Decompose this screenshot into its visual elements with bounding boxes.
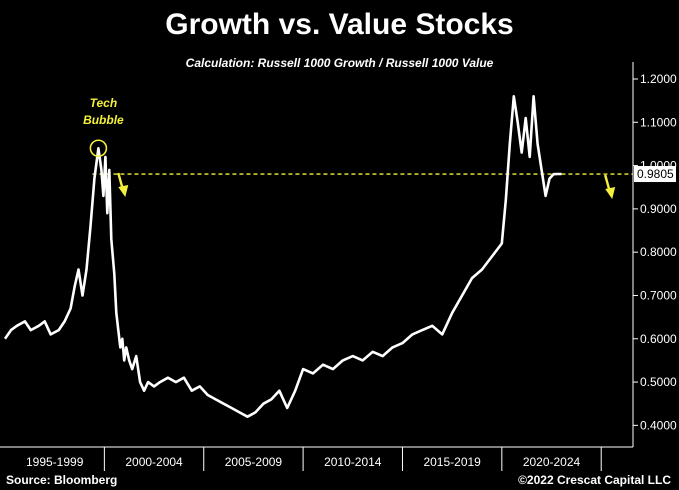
y-tick-label: 0.4000: [640, 418, 677, 432]
y-tick-label: 0.9000: [640, 202, 677, 216]
source-note: Source: Bloomberg: [6, 473, 118, 487]
down-arrow-head: [605, 187, 616, 199]
x-tick-label: 1995-1999: [26, 455, 84, 469]
down-arrow-head: [118, 185, 129, 197]
y-tick-label: 0.6000: [640, 332, 677, 346]
copyright-note: ©2022 Crescat Capital LLC: [518, 473, 671, 487]
last-value-label: 0.9805: [637, 167, 674, 181]
bubble-peak-circle: [89, 139, 108, 158]
y-tick-label: 1.2000: [640, 72, 677, 86]
y-tick-label: 0.8000: [640, 245, 677, 259]
y-tick-label: 0.7000: [640, 288, 677, 302]
chart-subtitle: Calculation: Russell 1000 Growth / Russe…: [185, 56, 494, 70]
x-tick-label: 2000-2004: [125, 455, 183, 469]
annotation-label: Bubble: [83, 113, 124, 127]
x-tick-label: 2005-2009: [225, 455, 283, 469]
y-tick-label: 1.1000: [640, 115, 677, 129]
x-tick-label: 2020-2024: [523, 455, 581, 469]
chart-title: Growth vs. Value Stocks: [165, 8, 514, 41]
x-tick-label: 2015-2019: [423, 455, 481, 469]
x-tick-label: 2010-2014: [324, 455, 382, 469]
y-tick-label: 0.5000: [640, 375, 677, 389]
last-value-box: [634, 166, 676, 183]
series-line: [3, 95, 562, 419]
annotation-label: Tech: [90, 96, 118, 110]
